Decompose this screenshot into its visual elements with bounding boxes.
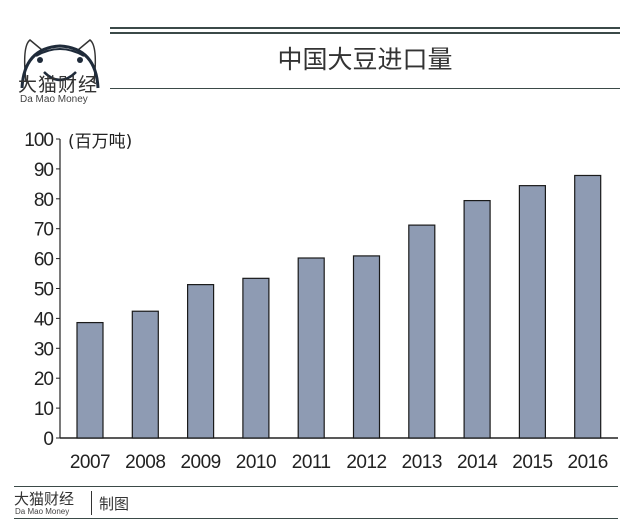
bar-2009	[187, 284, 215, 439]
x-tick-label: 2016	[568, 452, 608, 473]
x-tick-label: 2011	[292, 452, 331, 473]
bar-2013	[408, 224, 436, 439]
y-tick-label: 20	[34, 369, 54, 390]
header-rule-top	[110, 27, 620, 29]
bar-2016	[574, 174, 602, 439]
y-tick-label: 60	[34, 250, 54, 271]
x-tick-label: 2014	[457, 452, 498, 473]
y-tick-label: 90	[34, 160, 54, 181]
y-tick-label: 100	[24, 130, 53, 151]
y-tick-label: 10	[34, 399, 54, 420]
bar-2014	[463, 199, 491, 439]
footer-separator	[91, 491, 92, 515]
da-mao-cat-logo-icon	[20, 39, 100, 89]
logo-brand-cn: 大猫财经	[18, 74, 99, 96]
x-tick-label: 2013	[402, 452, 442, 473]
footer-rule-top	[14, 486, 618, 487]
bar-2008	[131, 310, 159, 439]
footer-credit: 制图	[99, 495, 130, 513]
y-tick-label: 30	[34, 339, 54, 360]
footer-brand-cn: 大猫财经	[14, 490, 75, 508]
footer-brand-en: Da Mao Money	[15, 507, 70, 516]
x-tick-label: 2008	[125, 452, 165, 473]
logo-brand-en: Da Mao Money	[20, 94, 88, 105]
x-tick-label: 2012	[346, 452, 386, 473]
header-rule-top-2	[110, 32, 620, 34]
chart-title: 中国大豆进口量	[277, 45, 453, 74]
x-tick-label: 2009	[180, 452, 220, 473]
header-rule-bottom	[110, 88, 620, 89]
bar-2011	[297, 257, 325, 439]
bar-2015	[518, 185, 547, 439]
bar-2010	[242, 277, 270, 439]
x-tick-label: 2007	[70, 452, 110, 473]
bar-2012	[352, 255, 381, 439]
y-tick-label: 50	[34, 280, 54, 301]
y-tick-label: 0	[43, 429, 53, 450]
x-tick-label: 2010	[236, 452, 276, 473]
y-tick-label: 80	[34, 190, 54, 211]
footer-rule-bottom	[14, 518, 618, 519]
y-tick-label: 70	[34, 220, 54, 241]
x-tick-label: 2015	[512, 452, 552, 473]
y-tick-label: 40	[34, 309, 54, 330]
bar-2007	[76, 321, 104, 439]
y-axis-unit-label: (百万吨)	[68, 132, 133, 152]
